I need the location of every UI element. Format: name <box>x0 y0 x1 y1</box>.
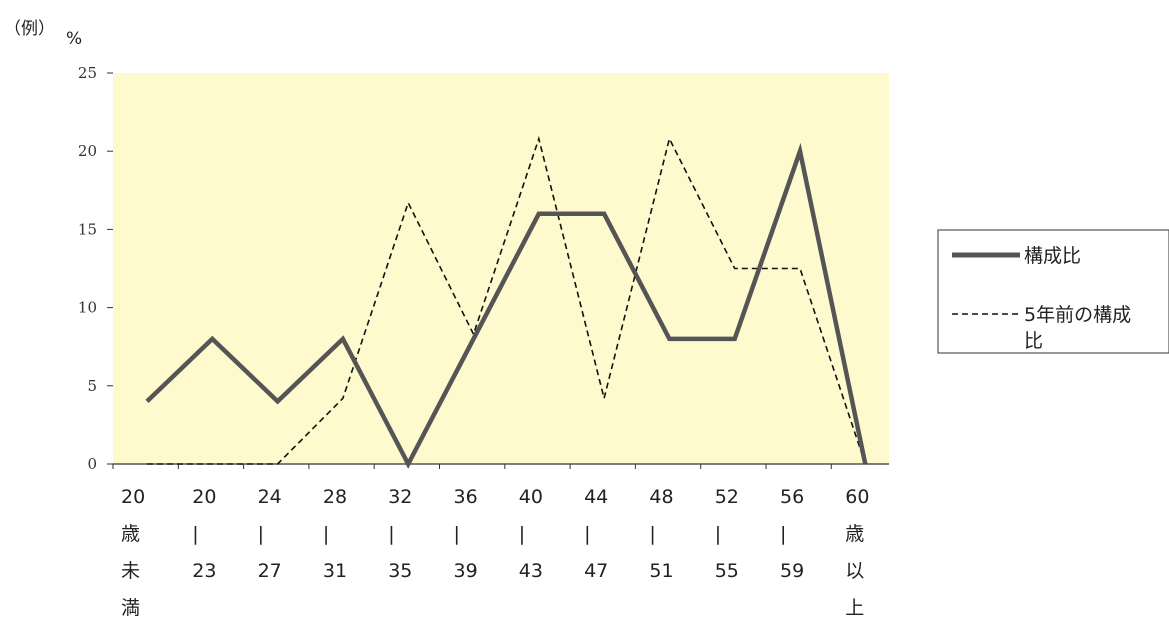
x-category-label: 未 <box>121 560 140 582</box>
y-tick-label: 10 <box>78 299 97 317</box>
y-tick-label: 20 <box>78 142 97 160</box>
x-category-label: 51 <box>649 560 673 582</box>
x-category-label: 60 <box>845 486 869 508</box>
x-category-label: 上 <box>845 597 864 619</box>
x-category-label: 40 <box>519 486 543 508</box>
series-line-previous <box>147 135 867 465</box>
x-category-label: 52 <box>715 486 739 508</box>
x-category-label: 35 <box>388 560 412 582</box>
x-category-label: 27 <box>258 560 282 582</box>
x-category-label: | <box>780 523 786 545</box>
x-category-label: 43 <box>519 560 543 582</box>
y-tick-label: 5 <box>87 377 97 395</box>
x-category-label: | <box>323 523 329 545</box>
y-ticks: 0 5 10 15 20 25 <box>78 64 113 473</box>
x-category-label: | <box>388 523 394 545</box>
y-tick-label: 25 <box>78 64 97 82</box>
x-category-label: 39 <box>454 560 478 582</box>
x-category-labels: 20歳未満20|2324|2728|3132|3536|3940|4344|47… <box>121 486 869 619</box>
x-category-label: 48 <box>649 486 673 508</box>
legend-label-previous-line1: 5年前の構成 <box>1024 304 1131 326</box>
x-category-label: | <box>258 523 264 545</box>
x-category-label: 32 <box>388 486 412 508</box>
x-category-label: | <box>649 523 655 545</box>
legend-box <box>937 229 1169 354</box>
legend-label-previous-line2: 比 <box>1024 330 1043 352</box>
x-category-label: | <box>454 523 460 545</box>
y-unit-symbol: % <box>66 29 82 49</box>
y-tick-label: 0 <box>87 455 97 473</box>
x-category-label: 31 <box>323 560 347 582</box>
x-category-label: 59 <box>780 560 804 582</box>
x-category-label: 47 <box>584 560 608 582</box>
series-line-current <box>145 142 868 469</box>
x-category-label: 36 <box>454 486 478 508</box>
x-category-label: 44 <box>584 486 608 508</box>
x-category-label: 歳 <box>845 523 864 545</box>
legend: 構成比 5年前の構成 比 <box>937 229 1169 354</box>
x-category-label: | <box>584 523 590 545</box>
x-category-label: | <box>192 523 198 545</box>
x-category-label: 満 <box>121 597 140 619</box>
series-lines <box>145 135 868 469</box>
x-category-label: 20 <box>121 486 145 508</box>
x-category-label: | <box>715 523 721 545</box>
y-tick-label: 15 <box>78 220 97 238</box>
x-category-label: 歳 <box>121 523 140 545</box>
x-category-label: 以 <box>845 560 864 582</box>
legend-label-previous: 5年前の構成 比 <box>1024 304 1137 352</box>
x-category-label: 23 <box>192 560 216 582</box>
x-category-label: | <box>519 523 525 545</box>
x-category-label: 55 <box>715 560 739 582</box>
x-ticks <box>112 464 832 469</box>
x-category-label: 56 <box>780 486 804 508</box>
y-unit-label: （例） <box>4 19 55 39</box>
x-category-label: 28 <box>323 486 347 508</box>
x-category-label: 24 <box>258 486 282 508</box>
x-category-label: 20 <box>192 486 216 508</box>
legend-label-current: 構成比 <box>1024 245 1081 267</box>
